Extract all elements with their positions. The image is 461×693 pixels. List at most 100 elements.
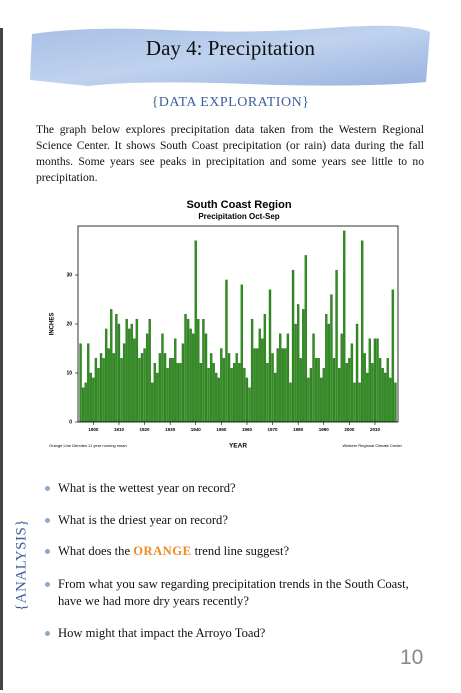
bar	[230, 367, 233, 423]
bar	[212, 363, 215, 423]
bar	[248, 387, 251, 423]
bar	[99, 353, 103, 423]
bar	[394, 382, 397, 423]
bar	[279, 333, 282, 423]
bar	[330, 294, 333, 423]
highlight: ORANGE	[133, 544, 192, 558]
bar	[343, 230, 346, 423]
bar	[120, 358, 123, 423]
bar	[317, 358, 320, 423]
sidebar-heading: {ANALYSIS}	[13, 518, 30, 612]
bar	[345, 363, 348, 423]
bar	[335, 269, 338, 423]
bar	[225, 279, 228, 423]
y-tick-label: 30	[66, 272, 72, 278]
bar	[261, 338, 264, 423]
bar	[256, 348, 259, 423]
bar	[273, 372, 277, 423]
bar	[243, 367, 246, 423]
bar	[166, 367, 169, 423]
bar	[97, 367, 100, 423]
bar	[281, 348, 284, 423]
bar	[79, 343, 82, 423]
bar	[384, 372, 387, 423]
intro-text: The graph below explores precipitation d…	[36, 123, 424, 184]
x-tick-label: 1980	[293, 427, 304, 432]
bar	[312, 333, 315, 423]
bar	[207, 367, 210, 423]
bar	[215, 372, 218, 423]
bar	[168, 358, 172, 423]
y-tick-label: 0	[69, 419, 72, 425]
chart: South Coast Region Precipitation Oct-Sep…	[34, 197, 410, 465]
bar	[179, 363, 182, 423]
bar	[107, 348, 110, 423]
bar	[145, 333, 149, 423]
bar	[81, 387, 85, 423]
x-tick-label: 2000	[344, 427, 355, 432]
bar	[391, 289, 395, 423]
bar	[302, 309, 305, 423]
x-tick-label: 1910	[114, 427, 125, 432]
spine	[0, 28, 3, 690]
bar	[266, 363, 269, 423]
bar	[253, 348, 256, 423]
bar	[194, 240, 197, 423]
x-tick-label: 1920	[140, 427, 151, 432]
bar	[294, 323, 297, 423]
bar	[140, 353, 144, 423]
bar	[232, 363, 236, 423]
bar	[227, 353, 231, 423]
bar	[176, 363, 180, 423]
bar	[110, 309, 113, 423]
x-tick-label: 1930	[165, 427, 176, 432]
bar	[276, 348, 279, 423]
page-title: Day 4: Precipitation	[145, 36, 316, 60]
bar	[366, 372, 369, 423]
bar	[332, 358, 336, 423]
bar	[102, 358, 105, 423]
bar	[371, 363, 374, 423]
bar	[87, 343, 90, 423]
bar	[355, 323, 359, 423]
bar	[104, 328, 108, 423]
bar	[363, 353, 366, 423]
bar	[245, 377, 249, 423]
question: What does the ORANGE trend line suggest?	[45, 543, 428, 560]
bar	[314, 358, 318, 423]
bar	[186, 318, 190, 423]
bar	[307, 377, 310, 423]
bar	[117, 323, 121, 423]
bar	[184, 314, 187, 423]
bar	[250, 318, 254, 423]
bar	[296, 304, 300, 423]
bar	[376, 338, 379, 423]
bar	[84, 382, 87, 423]
bar	[240, 284, 244, 423]
bar	[135, 318, 139, 423]
bar	[130, 323, 133, 423]
bar	[189, 328, 192, 423]
chart-source: Western Regional Climate Center	[342, 443, 402, 448]
bar	[286, 333, 290, 423]
x-tick-label: 1950	[216, 427, 227, 432]
bar	[386, 358, 389, 423]
bar	[143, 348, 146, 423]
bar	[271, 353, 274, 423]
bar	[353, 382, 356, 423]
bar	[217, 377, 220, 423]
bar	[238, 363, 241, 423]
bar	[94, 358, 98, 423]
bar	[358, 382, 361, 423]
bar	[197, 318, 200, 423]
bar	[153, 363, 156, 423]
bar	[381, 367, 384, 423]
x-tick-label: 2010	[370, 427, 381, 432]
bar	[133, 338, 136, 423]
bar	[309, 367, 313, 423]
x-tick-label: 1960	[242, 427, 253, 432]
bar	[112, 353, 116, 423]
chart-background	[34, 197, 410, 465]
bar	[322, 367, 325, 423]
